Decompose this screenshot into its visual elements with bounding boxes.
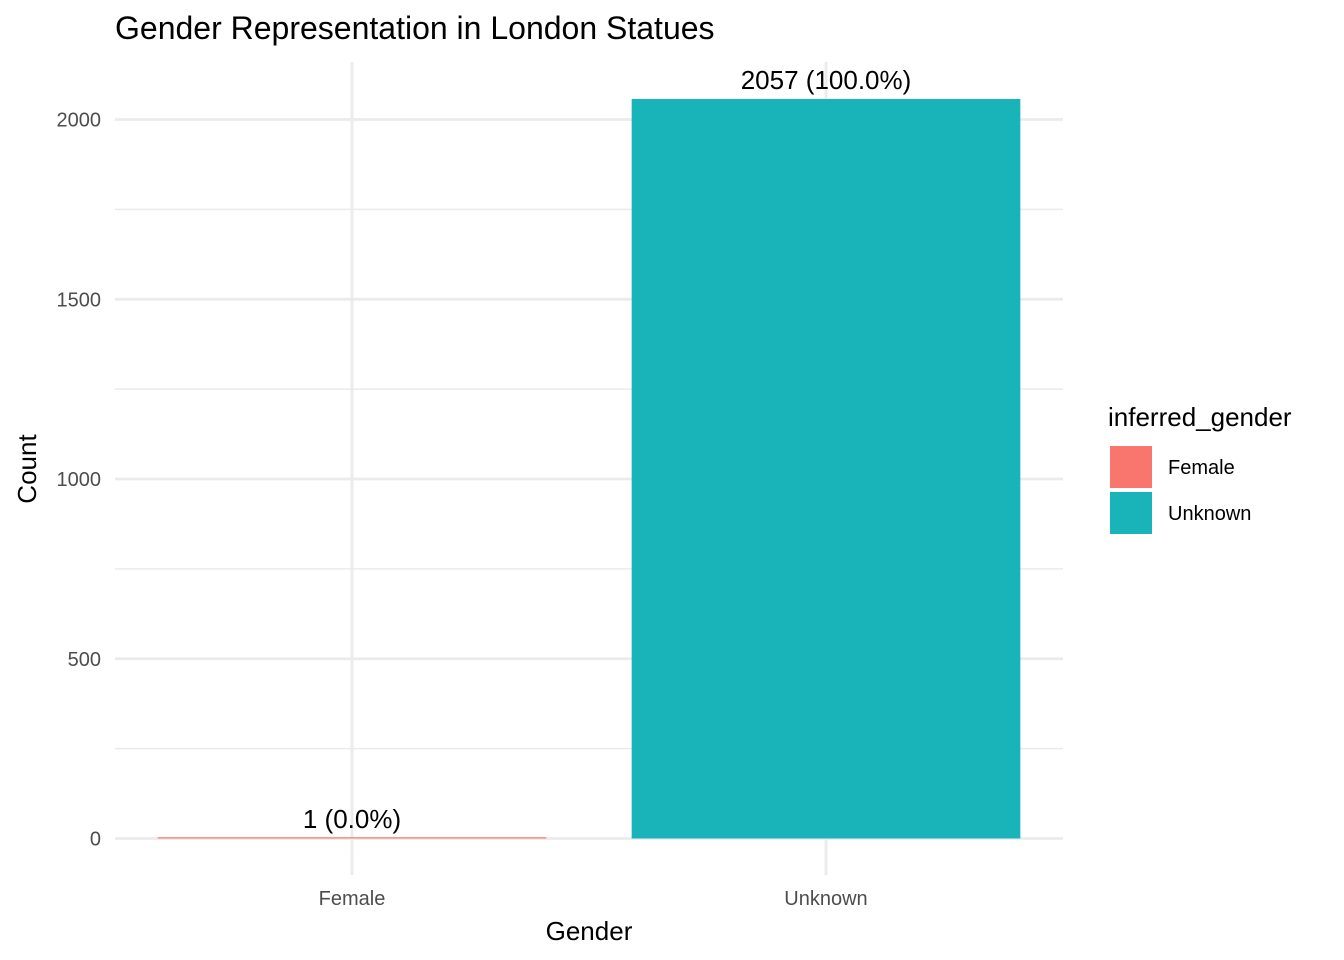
legend-key-female [1110,446,1152,488]
x-axis-ticks: Female Unknown [319,888,868,910]
x-tick-label: Unknown [784,888,867,910]
y-tick-label: 0 [90,829,101,851]
y-tick-label: 1000 [57,469,102,491]
bar-female [157,837,547,839]
bars [157,99,1021,839]
y-tick-label: 2000 [57,110,102,132]
y-tick-label: 1500 [57,289,102,311]
bar-unknown [631,99,1021,839]
legend-label-female: Female [1168,457,1235,479]
chart-title: Gender Representation in London Statues [115,10,715,46]
legend-label-unknown: Unknown [1168,503,1251,525]
data-label-female: 1 (0.0%) [303,804,401,834]
y-axis-title: Count [12,434,42,504]
x-axis-title: Gender [546,916,633,946]
legend: inferred_gender Female Unknown [1108,402,1292,534]
x-tick-label: Female [319,888,386,910]
y-tick-label: 500 [68,649,101,671]
legend-title: inferred_gender [1108,402,1292,432]
data-label-unknown: 2057 (100.0%) [741,65,912,95]
y-axis-ticks: 0 500 1000 1500 2000 [57,110,102,851]
legend-key-unknown [1110,492,1152,534]
data-labels: 1 (0.0%) 2057 (100.0%) [303,65,911,834]
